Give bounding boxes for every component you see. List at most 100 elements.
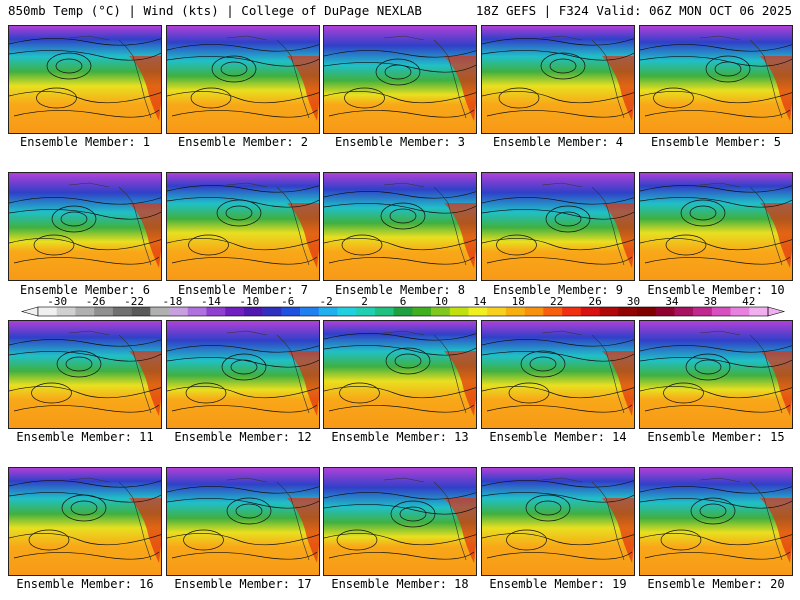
colorbar-swatch — [505, 307, 525, 316]
colorbar-swatch — [374, 307, 394, 316]
ensemble-map-panel — [8, 467, 162, 576]
ensemble-map-panel — [8, 172, 162, 281]
colorbar-swatch — [337, 307, 357, 316]
ensemble-member-label: Ensemble Member: 5 — [650, 135, 782, 149]
ensemble-map-panel — [481, 467, 635, 576]
colorbar-tick-label: 22 — [550, 297, 563, 308]
colorbar-swatch — [300, 307, 320, 316]
ensemble-map-panel — [166, 172, 320, 281]
ensemble-member-label: Ensemble Member: 11 — [16, 430, 154, 444]
colorbar-swatch — [393, 307, 413, 316]
colorbar-swatch — [281, 307, 301, 316]
colorbar-swatch — [187, 307, 207, 316]
colorbar-swatch — [75, 307, 95, 316]
colorbar-swatch — [636, 307, 656, 316]
ensemble-member-label: Ensemble Member: 13 — [331, 430, 469, 444]
ensemble-member-label: Ensemble Member: 14 — [489, 430, 627, 444]
colorbar-swatch — [749, 307, 769, 316]
colorbar-swatch — [618, 307, 638, 316]
colorbar-tick-label: 42 — [742, 297, 755, 308]
colorbar-swatch — [131, 307, 151, 316]
ensemble-member-label: Ensemble Member: 4 — [492, 135, 624, 149]
colorbar-swatch — [262, 307, 282, 316]
ensemble-member-label: Ensemble Member: 7 — [177, 283, 309, 297]
colorbar-swatch — [562, 307, 582, 316]
ensemble-map-panel — [323, 467, 477, 576]
ensemble-map-panel — [481, 320, 635, 429]
colorbar-swatch — [225, 307, 245, 316]
ensemble-member-label: Ensemble Member: 17 — [174, 577, 312, 591]
colorbar-tick-label: -6 — [281, 297, 294, 308]
colorbar-tick-label: -22 — [124, 297, 144, 308]
colorbar-swatch — [730, 307, 750, 316]
colorbar-swatch — [206, 307, 226, 316]
colorbar-outline — [37, 306, 769, 317]
colorbar-swatch — [318, 307, 338, 316]
colorbar-tick-label: 14 — [473, 297, 487, 308]
colorbar-swatch — [356, 307, 376, 316]
ensemble-member-label: Ensemble Member: 19 — [489, 577, 627, 591]
colorbar-swatch — [543, 307, 563, 316]
ensemble-map-panel — [639, 467, 793, 576]
colorbar-swatch — [56, 307, 76, 316]
ensemble-map-panel — [639, 172, 793, 281]
colorbar-tick-label: -2 — [320, 297, 333, 308]
colorbar-swatch — [112, 307, 132, 316]
colorbar-tick-label: 30 — [627, 297, 640, 308]
colorbar-swatch — [580, 307, 600, 316]
colorbar-swatch — [38, 307, 58, 316]
colorbar-max-arrow — [767, 306, 786, 317]
ensemble-member-label: Ensemble Member: 10 — [647, 283, 785, 297]
colorbar-swatch — [693, 307, 713, 316]
ensemble-member-label: Ensemble Member: 8 — [334, 283, 466, 297]
colorbar-swatch — [487, 307, 507, 316]
ensemble-map-panel — [639, 320, 793, 429]
colorbar-swatch — [449, 307, 469, 316]
ensemble-map-panel — [166, 467, 320, 576]
temperature-colorbar: -30 -26 -22 -18 -14 -10 -6 -2 2 6 10 14 18 22 26 30 34 38… — [20, 297, 786, 317]
colorbar-tick-label: 38 — [704, 297, 717, 308]
ensemble-map-panel — [639, 25, 793, 134]
colorbar-tick-label: 10 — [435, 297, 448, 308]
colorbar-tick-label: -18 — [163, 297, 183, 308]
colorbar-tick-label: 18 — [512, 297, 525, 308]
ensemble-member-label: Ensemble Member: 16 — [16, 577, 154, 591]
ensemble-member-label: Ensemble Member: 9 — [492, 283, 624, 297]
colorbar-swatch — [468, 307, 488, 316]
colorbar-swatch — [150, 307, 170, 316]
ensemble-map-panel — [323, 172, 477, 281]
colorbar-tick-label: -10 — [239, 297, 259, 308]
ensemble-member-label: Ensemble Member: 3 — [334, 135, 466, 149]
colorbar-swatch — [655, 307, 675, 316]
ensemble-map-panel — [166, 25, 320, 134]
colorbar-tick-label: 34 — [665, 297, 679, 308]
ensemble-map-panel — [323, 320, 477, 429]
colorbar-tick-label: -26 — [86, 297, 106, 308]
ensemble-member-label: Ensemble Member: 1 — [19, 135, 151, 149]
colorbar-swatch — [524, 307, 544, 316]
colorbar-tick-label: -30 — [47, 297, 67, 308]
ensemble-map-panel — [481, 172, 635, 281]
ensemble-map-panel — [166, 320, 320, 429]
colorbar-tick-label: 6 — [400, 297, 407, 308]
ensemble-member-label: Ensemble Member: 20 — [647, 577, 785, 591]
ensemble-map-panel — [8, 25, 162, 134]
ensemble-member-label: Ensemble Member: 15 — [647, 430, 785, 444]
colorbar-swatch — [412, 307, 432, 316]
ensemble-map-panel — [481, 25, 635, 134]
colorbar-tick-label: 2 — [361, 297, 368, 308]
header-run-info: 18Z GEFS | F324 Valid: 06Z MON OCT 06 20… — [475, 3, 792, 18]
colorbar-min-arrow — [20, 306, 39, 317]
colorbar-tick-label: -14 — [201, 297, 221, 308]
ensemble-member-label: Ensemble Member: 12 — [174, 430, 312, 444]
ensemble-map-panel — [323, 25, 477, 134]
ensemble-member-label: Ensemble Member: 2 — [177, 135, 309, 149]
ensemble-member-label: Ensemble Member: 6 — [19, 283, 151, 297]
colorbar-swatch — [674, 307, 694, 316]
ensemble-member-label: Ensemble Member: 18 — [331, 577, 469, 591]
colorbar-swatch — [431, 307, 451, 316]
colorbar-swatch — [169, 307, 189, 316]
header-title: 850mb Temp (°C) | Wind (kts) | College o… — [8, 3, 422, 18]
colorbar-swatch — [243, 307, 263, 316]
colorbar-swatch — [711, 307, 731, 316]
